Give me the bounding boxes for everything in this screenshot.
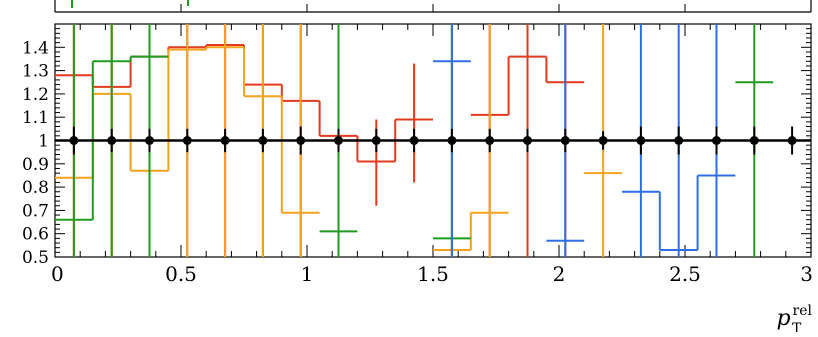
- reference-marker: [334, 136, 343, 145]
- reference-marker: [712, 136, 721, 145]
- x-tick-label: 1: [301, 262, 314, 286]
- reference-marker: [787, 136, 797, 145]
- x-axis-title-superscript: rel: [793, 303, 813, 319]
- x-axis-title-subscript: T: [792, 321, 802, 332]
- y-tick-label: 1.3: [22, 62, 49, 82]
- x-axis: 0 0.5 1 1.5 2 2.5 3: [51, 24, 813, 286]
- y-axis: 0.5 0.6 0.7 0.8 0.9 1 1.1 1.2 1.3 1.4: [22, 23, 811, 268]
- reference-marker: [296, 136, 306, 145]
- upper-panel-remnant: [54, 0, 812, 13]
- reference-marker: [636, 136, 646, 145]
- reference-marker: [409, 136, 419, 145]
- reference-marker: [145, 136, 154, 145]
- reference-marker: [560, 136, 570, 145]
- reference-marker: [69, 136, 79, 145]
- y-tick-label: 0.6: [22, 225, 49, 245]
- reference-marker: [220, 136, 230, 145]
- reference-marker: [674, 136, 684, 145]
- x-tick-label: 2: [553, 262, 566, 286]
- y-tick-label: 1.4: [22, 38, 49, 58]
- reference-marker: [749, 136, 759, 145]
- reference-marker: [107, 136, 117, 145]
- reference-marker: [447, 136, 457, 145]
- y-tick-label: 1.2: [22, 85, 49, 105]
- y-tick-label: 1.1: [22, 108, 49, 128]
- y-tick-label: 0.7: [22, 201, 49, 221]
- y-tick-label: 0.8: [22, 178, 49, 198]
- reference-marker: [523, 136, 532, 145]
- y-tick-label: 0.5: [22, 248, 49, 268]
- reference-marker: [182, 136, 192, 145]
- reference-marker: [485, 136, 495, 145]
- x-axis-title: p rel T: [776, 303, 812, 332]
- y-tick-label: 0.9: [22, 155, 49, 175]
- x-tick-label: 2.5: [669, 262, 701, 286]
- y-tick-label: 1: [38, 132, 49, 152]
- x-tick-label: 0: [51, 262, 64, 286]
- reference-layer: [55, 126, 811, 155]
- reference-marker: [258, 136, 268, 145]
- reference-marker: [371, 136, 381, 145]
- x-tick-label: 1.5: [417, 262, 449, 286]
- reference-marker: [598, 136, 608, 145]
- x-tick-label: 0.5: [165, 262, 197, 286]
- x-tick-label: 3: [800, 262, 813, 286]
